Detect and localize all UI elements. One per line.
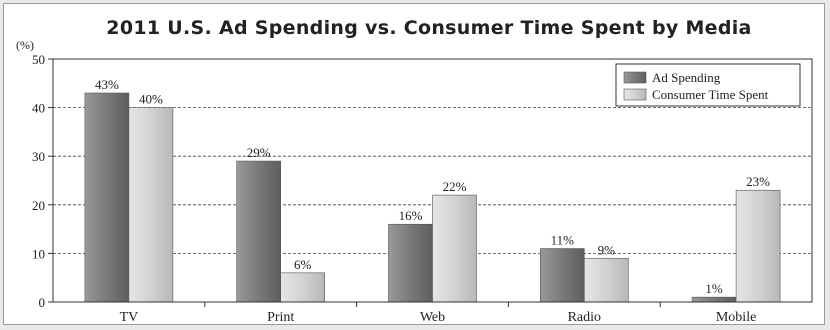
x-tick-label: Radio [568,310,601,325]
bar-consumer-time-tv [128,107,174,303]
bar-consumer-time-mobile [735,189,781,303]
data-label: 1% [705,281,723,296]
legend-label: Consumer Time Spent [652,87,769,102]
data-label: 6% [294,257,312,272]
chart-frame: 2011 U.S. Ad Spending vs. Consumer Time … [3,3,825,325]
y-tick-label: 10 [32,246,45,261]
bar-consumer-time-radio [583,257,629,303]
legend-label: Ad Spending [652,70,721,85]
y-tick-label: 40 [32,101,45,116]
bar-consumer-time-web [432,194,477,303]
bar-ad-spending-web [388,223,433,303]
data-label: 29% [247,145,271,160]
legend-swatch [623,88,647,101]
x-tick-label: Web [420,310,445,325]
y-tick-label: 50 [32,52,45,67]
bar-consumer-time-print [280,272,326,303]
x-tick-label: TV [120,310,139,325]
data-label: 23% [746,174,770,189]
bar-ad-spending-print [236,160,281,303]
data-label: 22% [443,179,467,194]
data-label: 16% [399,208,423,223]
data-label: 11% [551,233,575,248]
y-tick-label: 0 [39,295,46,310]
y-tick-label: 30 [32,149,45,164]
x-tick-label: Mobile [716,310,756,325]
chart-title: 2011 U.S. Ad Spending vs. Consumer Time … [106,17,751,39]
data-label: 9% [598,242,616,257]
bar-ad-spending-tv [84,92,130,303]
bar-ad-spending-mobile [691,296,737,303]
data-label: 40% [139,92,163,107]
legend-swatch [623,71,647,84]
y-tick-label: 20 [32,198,45,213]
x-tick-label: Print [267,310,294,325]
data-label: 43% [95,77,119,92]
legend: Ad Spending Consumer Time Spent [615,63,801,107]
bar-ad-spending-radio [539,248,585,303]
y-axis-unit: (%) [16,38,34,52]
legend-box [615,63,801,107]
plot-area-border [52,58,813,303]
bar-chart: 2011 U.S. Ad Spending vs. Consumer Time … [16,17,813,325]
